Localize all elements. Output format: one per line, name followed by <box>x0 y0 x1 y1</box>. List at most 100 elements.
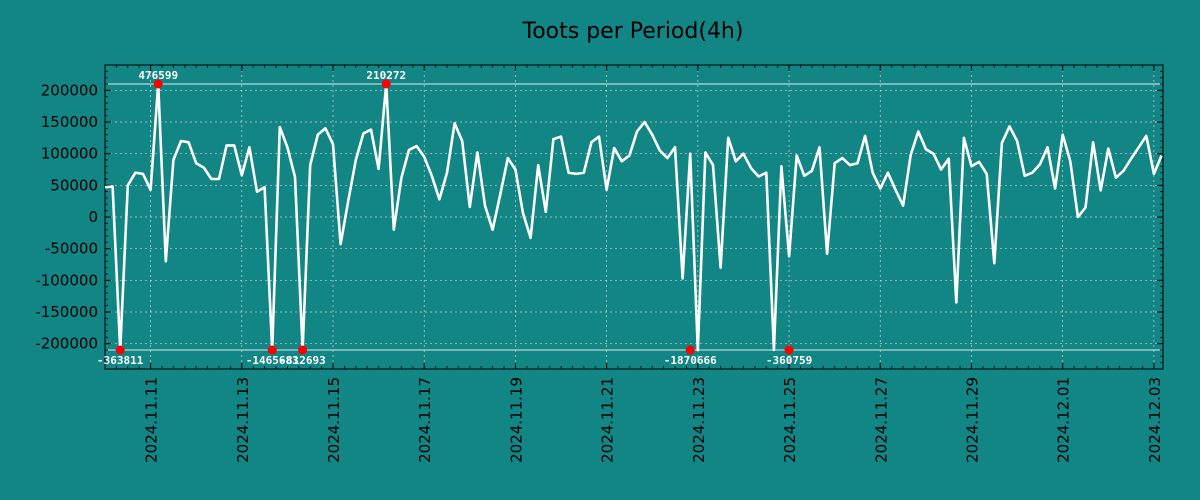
data-point <box>811 169 814 172</box>
data-point <box>469 206 472 209</box>
data-point <box>605 188 608 191</box>
data-point <box>902 204 905 207</box>
data-point <box>719 266 722 269</box>
data-point <box>985 173 988 176</box>
peak-label: 210272 <box>366 69 406 82</box>
data-point <box>887 171 890 174</box>
peak-markers <box>115 79 794 355</box>
data-point <box>104 186 107 189</box>
y-tick-label: 100000 <box>41 145 98 163</box>
peak-marker <box>381 79 391 89</box>
x-tick-label: 2024.11.23 <box>690 377 708 463</box>
data-point <box>856 162 859 165</box>
data-point <box>499 194 502 197</box>
data-point <box>484 204 487 207</box>
data-point <box>377 168 380 171</box>
data-point <box>955 301 958 304</box>
data-point <box>1016 140 1019 143</box>
data-point <box>225 144 228 147</box>
data-point <box>286 146 289 149</box>
data-point <box>643 121 646 124</box>
data-point <box>248 146 251 149</box>
data-point <box>780 165 783 168</box>
data-point <box>294 176 297 179</box>
y-tick-label: 0 <box>88 208 98 226</box>
data-point <box>621 160 624 163</box>
peak-label: -1870666 <box>664 354 717 367</box>
data-point <box>1137 146 1140 149</box>
y-tick-label: 50000 <box>50 176 98 194</box>
x-tick-label: 2024.12.01 <box>1055 377 1073 463</box>
data-point <box>826 252 829 255</box>
series-line <box>104 82 1163 352</box>
data-point <box>552 138 555 141</box>
data-point <box>317 133 320 136</box>
data-point <box>849 164 852 167</box>
data-point <box>453 122 456 125</box>
data-point <box>263 186 266 189</box>
data-point <box>491 228 494 231</box>
x-tick-label: 2024.11.11 <box>143 377 161 463</box>
x-tick-label: 2024.11.27 <box>872 377 890 463</box>
data-point <box>446 171 449 174</box>
y-tick-label: 150000 <box>41 113 98 131</box>
y-tick-label: -100000 <box>35 271 98 289</box>
data-point <box>400 176 403 179</box>
data-point <box>932 152 935 155</box>
data-point <box>187 141 190 144</box>
data-point <box>537 164 540 167</box>
data-point <box>697 349 700 352</box>
data-point <box>1092 141 1095 144</box>
data-point <box>362 132 365 135</box>
data-point <box>415 145 418 148</box>
data-point <box>940 168 943 171</box>
data-point <box>970 165 973 168</box>
data-point <box>180 140 183 143</box>
data-point <box>666 157 669 160</box>
data-point <box>309 164 312 167</box>
x-tick-label: 2024.11.25 <box>781 377 799 463</box>
data-point <box>628 154 631 157</box>
data-point <box>339 243 342 246</box>
data-point <box>1130 157 1133 160</box>
data-point <box>256 190 259 193</box>
data-point <box>567 171 570 174</box>
data-point <box>925 148 928 151</box>
x-tick-label: 2024.11.15 <box>325 377 343 463</box>
data-point <box>598 135 601 138</box>
data-point <box>172 159 175 162</box>
peak-marker <box>115 345 125 355</box>
data-point <box>879 187 882 190</box>
data-point <box>142 173 145 176</box>
data-point <box>909 154 912 157</box>
x-tick-label: 2024.11.13 <box>234 377 252 463</box>
data-point <box>894 188 897 191</box>
data-point <box>833 162 836 165</box>
peak-marker <box>298 345 308 355</box>
data-point <box>735 160 738 163</box>
data-point <box>355 159 358 162</box>
data-point <box>674 146 677 149</box>
data-point <box>1046 146 1049 149</box>
data-point <box>279 126 282 129</box>
data-point <box>545 211 548 214</box>
chart-title: Toots per Period(4h) <box>522 19 744 44</box>
data-point <box>590 141 593 144</box>
data-point <box>1122 169 1125 172</box>
y-tick-label: -50000 <box>45 240 98 258</box>
data-series <box>104 82 1163 352</box>
data-point <box>993 262 996 265</box>
data-point <box>476 151 479 154</box>
data-point <box>681 277 684 280</box>
data-point <box>522 212 525 215</box>
data-point <box>1008 125 1011 128</box>
data-point <box>773 349 776 352</box>
peak-label: -360759 <box>766 354 812 367</box>
data-point <box>757 175 760 178</box>
axis-ticks <box>104 64 1163 370</box>
peak-label: 476599 <box>138 69 178 82</box>
data-point <box>788 255 791 258</box>
data-point <box>1107 147 1110 150</box>
grid-lines <box>105 65 1163 369</box>
